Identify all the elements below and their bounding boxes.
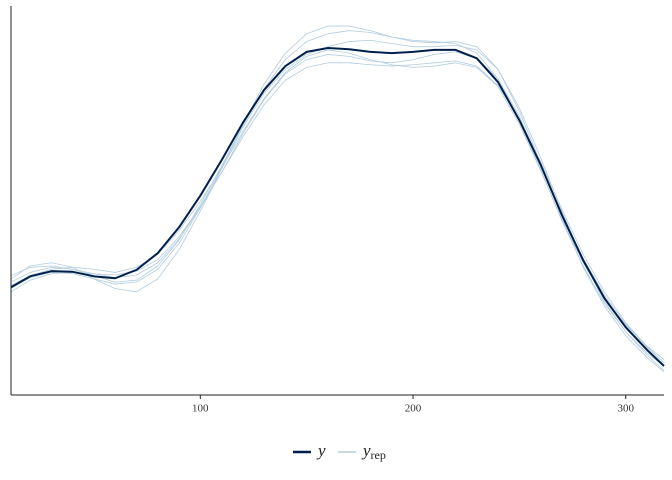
legend-label: yrep (361, 441, 386, 462)
legend-name: y (316, 441, 326, 460)
replicate-line (10, 25, 665, 373)
replicate-line (10, 49, 665, 360)
x-tick-label: 100 (192, 403, 209, 415)
plot-area: 100 200 300 (10, 6, 665, 415)
legend-name: y (361, 441, 371, 460)
replicate-line (10, 60, 665, 364)
legend-label: y (316, 441, 326, 460)
replicate-line (10, 30, 665, 367)
legend-subscript: rep (371, 448, 386, 462)
replicate-line (10, 51, 665, 364)
observed-line (10, 46, 665, 367)
x-tick-label: 200 (405, 403, 422, 415)
x-tick-label: 300 (617, 403, 634, 415)
legend: y yrep (293, 441, 386, 462)
replicate-line (10, 39, 665, 371)
